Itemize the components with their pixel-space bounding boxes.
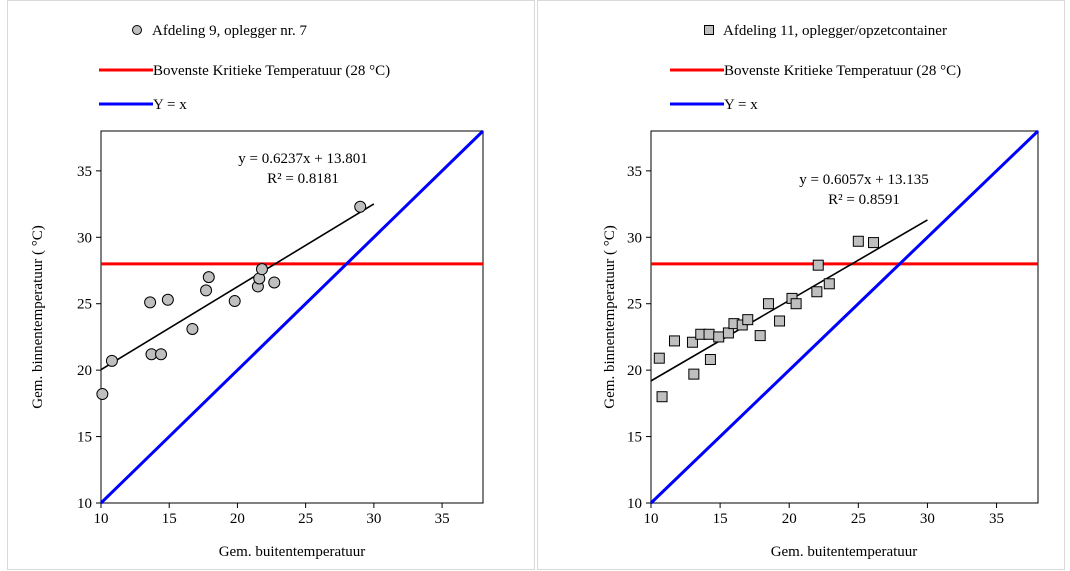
tick-marks	[646, 170, 998, 508]
x-tick-label: 20	[782, 511, 797, 527]
data-point	[105, 354, 118, 367]
data-point	[200, 284, 213, 297]
legend-label-identity: Y = x	[724, 97, 758, 113]
x-tick-labels: 10 15 20 25 30 35	[94, 511, 450, 527]
legend-label-identity: Y = x	[153, 97, 187, 113]
y-tick-label: 35	[627, 164, 642, 180]
y-tick-labels: 10 15 20 25 30 35	[627, 164, 642, 512]
trend-line	[100, 203, 375, 371]
y-tick-labels: 10 15 20 25 30 35	[77, 164, 92, 512]
x-tick-label: 30	[366, 511, 381, 527]
trend-equation: y = 0.6057x + 13.135	[799, 172, 928, 188]
y-tick-label: 20	[77, 363, 92, 379]
x-axis-label: Gem. buitentemperatuur	[771, 544, 918, 560]
data-point	[228, 295, 241, 308]
data-point	[255, 263, 268, 276]
y-tick-label: 25	[77, 297, 92, 313]
y-tick-label: 35	[77, 164, 92, 180]
data-point	[811, 286, 823, 298]
y-axis-label: Gem. binnentemperatuur ( °C)	[602, 225, 618, 408]
plot-area: 10 15 20 25 30 35 10 15 20 25 30 35	[77, 129, 485, 527]
x-tick-label: 20	[230, 511, 245, 527]
legend-marker-series	[704, 25, 714, 35]
data-point	[161, 293, 174, 306]
data-point	[722, 327, 734, 339]
data-point	[713, 331, 725, 343]
data-point	[186, 322, 199, 335]
data-point	[762, 298, 774, 310]
data-point	[688, 368, 700, 380]
chart-panel-left: Afdeling 9, oplegger nr. 7 Bovenste Krit…	[7, 0, 535, 570]
x-axis-label: Gem. buitentemperatuur	[219, 544, 366, 560]
data-points	[96, 200, 367, 401]
trend-r2: R² = 0.8591	[828, 192, 900, 208]
data-point	[790, 298, 802, 310]
legend-label-series: Afdeling 9, oplegger nr. 7	[152, 23, 307, 39]
x-tick-label: 35	[989, 511, 1004, 527]
x-tick-label: 25	[851, 511, 866, 527]
plot-area: 10 15 20 25 30 35 10 15 20 25 30 35	[627, 129, 1040, 527]
y-tick-label: 10	[77, 496, 92, 512]
tick-marks	[96, 170, 443, 508]
data-point	[742, 314, 754, 326]
legend-label-threshold: Bovenste Kritieke Temperatuur (28 °C)	[153, 63, 390, 79]
x-tick-label: 30	[920, 511, 935, 527]
plot-frame	[100, 130, 484, 504]
x-tick-label: 25	[298, 511, 313, 527]
data-point	[96, 388, 109, 401]
data-point	[704, 354, 716, 366]
y-tick-label: 15	[77, 430, 92, 446]
y-tick-label: 30	[627, 230, 642, 246]
y-axis-label: Gem. binnentemperatuur ( °C)	[30, 225, 46, 408]
data-point	[812, 259, 824, 271]
data-point	[144, 296, 157, 309]
data-point	[703, 328, 715, 340]
data-point	[686, 336, 698, 348]
x-tick-label: 35	[435, 511, 450, 527]
trend-equation: y = 0.6237x + 13.801	[238, 151, 367, 167]
chart-panel-right: Afdeling 11, oplegger/opzetcontainer Bov…	[537, 0, 1065, 570]
data-point	[852, 235, 864, 247]
data-point	[202, 271, 215, 284]
legend: Afdeling 9, oplegger nr. 7 Bovenste Krit…	[99, 23, 390, 113]
data-points	[653, 235, 880, 403]
x-tick-label: 10	[644, 511, 659, 527]
identity-line	[649, 129, 1040, 505]
data-point	[754, 330, 766, 342]
legend-label-threshold: Bovenste Kritieke Temperatuur (28 °C)	[724, 63, 961, 79]
data-point	[653, 352, 665, 364]
data-point	[668, 335, 680, 347]
x-tick-labels: 10 15 20 25 30 35	[644, 511, 1005, 527]
data-point	[774, 315, 786, 327]
identity-line	[99, 129, 485, 505]
data-point	[868, 237, 880, 249]
y-tick-label: 15	[627, 430, 642, 446]
y-tick-label: 25	[627, 297, 642, 313]
x-tick-label: 15	[162, 511, 177, 527]
y-tick-label: 20	[627, 363, 642, 379]
x-tick-label: 10	[94, 511, 109, 527]
y-tick-label: 10	[627, 496, 642, 512]
data-point	[354, 200, 367, 213]
scatter-chart-right: Afdeling 11, oplegger/opzetcontainer Bov…	[602, 23, 1040, 560]
plot-frame	[650, 130, 1039, 504]
legend-label-series: Afdeling 11, oplegger/opzetcontainer	[723, 23, 947, 39]
equation-box	[229, 147, 377, 189]
data-point	[155, 348, 168, 361]
equation-box	[784, 168, 944, 210]
y-tick-label: 30	[77, 230, 92, 246]
data-point	[823, 278, 835, 290]
trend-r2: R² = 0.8181	[267, 171, 339, 187]
x-tick-label: 15	[713, 511, 728, 527]
data-point	[656, 391, 668, 403]
legend-marker-series	[132, 25, 142, 35]
scatter-chart-left: Afdeling 9, oplegger nr. 7 Bovenste Krit…	[30, 23, 485, 560]
data-point	[268, 276, 281, 289]
legend: Afdeling 11, oplegger/opzetcontainer Bov…	[670, 23, 961, 113]
